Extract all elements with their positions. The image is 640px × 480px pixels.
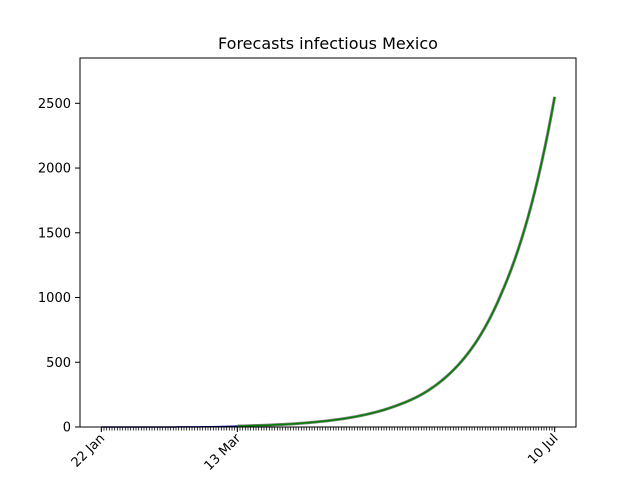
series-layer: [101, 96, 557, 428]
y-axis-ticks: 0 500 1000 1500 2000 2500: [38, 97, 80, 436]
series-line-forecast: [237, 96, 556, 427]
y-tick-label: 1500: [38, 226, 71, 241]
chart-title: Forecasts infectious Mexico: [218, 34, 438, 53]
plot-frame: [79, 57, 577, 428]
x-tick-label: 10 Jul: [525, 431, 561, 467]
x-tick-label: 13 Mar: [202, 431, 245, 474]
y-tick-label: 0: [63, 421, 71, 436]
y-tick-label: 2000: [38, 162, 71, 177]
series-line-forecast-band: [237, 96, 557, 428]
x-axis-ticks: 22 Jan 13 Mar 10 Jul: [69, 427, 561, 474]
y-tick-label: 2500: [38, 97, 71, 112]
y-tick-label: 1000: [38, 291, 71, 306]
y-tick-label: 500: [46, 356, 71, 371]
x-tick-label: 22 Jan: [69, 431, 108, 470]
